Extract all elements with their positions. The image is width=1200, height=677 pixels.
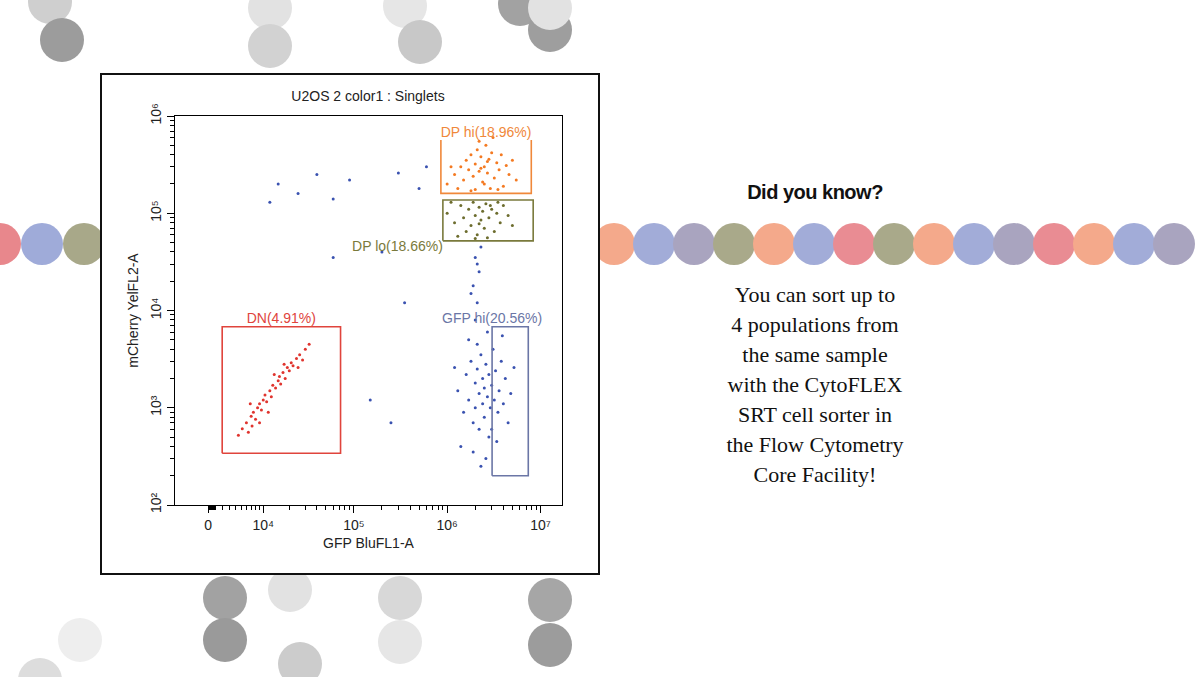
svg-text:10⁵: 10⁵ (148, 200, 164, 221)
svg-text:10⁵: 10⁵ (343, 517, 364, 533)
svg-text:10⁴: 10⁴ (148, 298, 164, 320)
svg-text:GFP hi(20.56%): GFP hi(20.56%) (442, 310, 542, 326)
svg-text:0: 0 (204, 517, 212, 533)
html-text:SRT cell sorter in: SRT cell sorter in (738, 402, 892, 427)
svg-text:10²: 10² (148, 492, 164, 513)
html-text:with the CytoFLEX: with the CytoFLEX (727, 372, 903, 397)
html-text:the Flow Cytometry: the Flow Cytometry (726, 432, 904, 457)
svg-text:DP lo(18.66%): DP lo(18.66%) (352, 238, 443, 254)
svg-text:10⁷: 10⁷ (530, 517, 551, 533)
svg-text:10⁶: 10⁶ (148, 103, 164, 124)
svg-text:10³: 10³ (148, 395, 164, 416)
html-text:Core Facility!: Core Facility! (753, 462, 877, 487)
html-text:You can sort up to: You can sort up to (734, 282, 896, 307)
html-text:the same sample: the same sample (742, 342, 888, 367)
html-text:Did you know?: Did you know? (747, 181, 883, 203)
svg-text:DN(4.91%): DN(4.91%) (247, 310, 316, 326)
svg-text:10⁶: 10⁶ (436, 517, 457, 533)
svg-text:10⁴: 10⁴ (252, 517, 274, 533)
svg-text:mCherry YelFL2-A: mCherry YelFL2-A (125, 253, 141, 368)
svg-text:U2OS 2 color1 : Singlets: U2OS 2 color1 : Singlets (291, 88, 444, 104)
svg-text:GFP BluFL1-A: GFP BluFL1-A (323, 535, 414, 551)
html-text:4 populations from: 4 populations from (731, 312, 899, 337)
svg-text:DP hi(18.96%): DP hi(18.96%) (441, 124, 532, 140)
